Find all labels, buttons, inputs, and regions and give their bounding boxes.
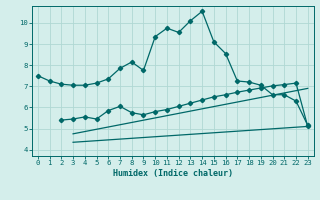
X-axis label: Humidex (Indice chaleur): Humidex (Indice chaleur) [113,169,233,178]
